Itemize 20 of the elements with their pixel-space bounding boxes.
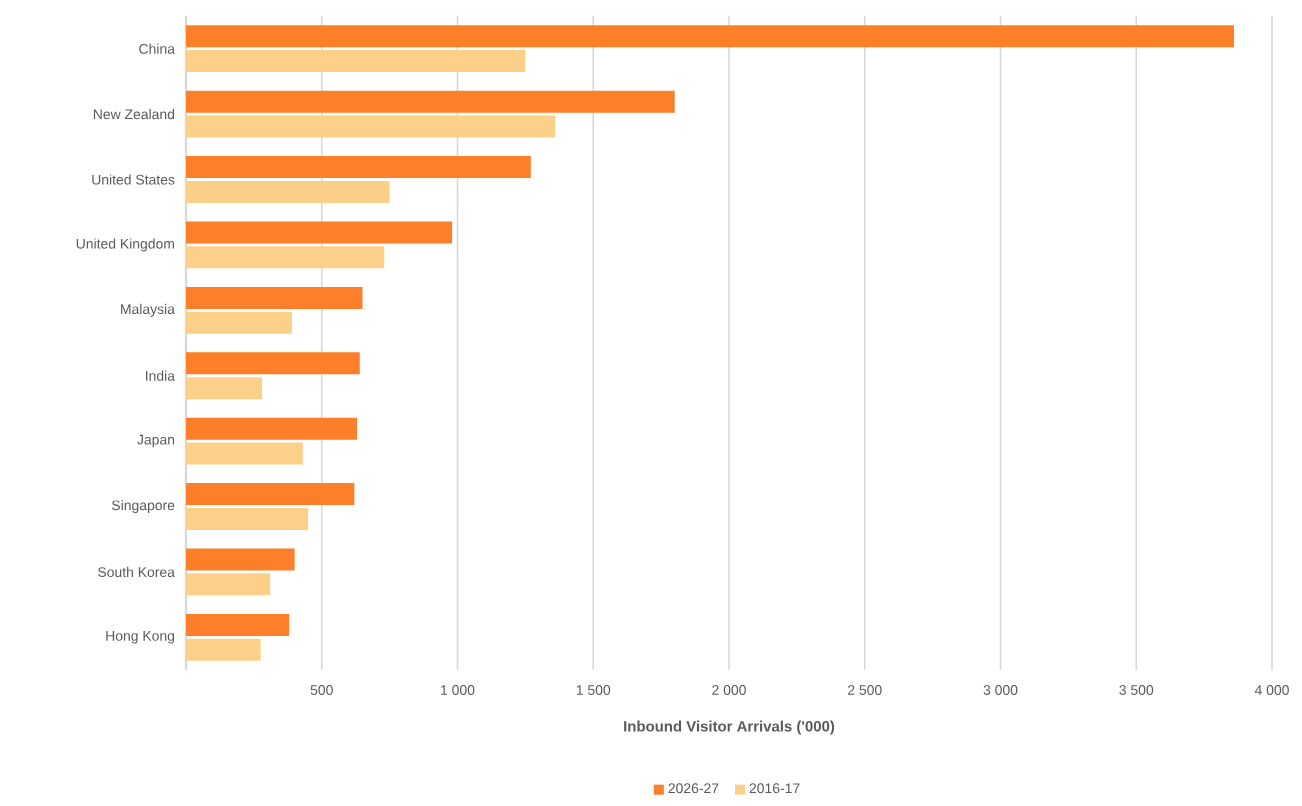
bar	[186, 442, 303, 465]
bar	[186, 90, 675, 113]
bar	[186, 483, 355, 506]
bar	[186, 25, 1234, 48]
bar	[186, 417, 358, 440]
bar	[186, 377, 263, 400]
bar	[186, 548, 295, 571]
bar	[186, 507, 309, 530]
bar	[186, 352, 360, 375]
bar	[186, 115, 556, 138]
bar	[186, 50, 526, 73]
bar	[186, 156, 531, 179]
bar	[186, 573, 271, 596]
bar	[186, 613, 290, 636]
bar	[186, 221, 453, 244]
bar	[186, 311, 292, 334]
bar	[186, 246, 385, 269]
bar	[186, 286, 363, 309]
bar	[186, 638, 261, 661]
bar	[186, 180, 390, 203]
